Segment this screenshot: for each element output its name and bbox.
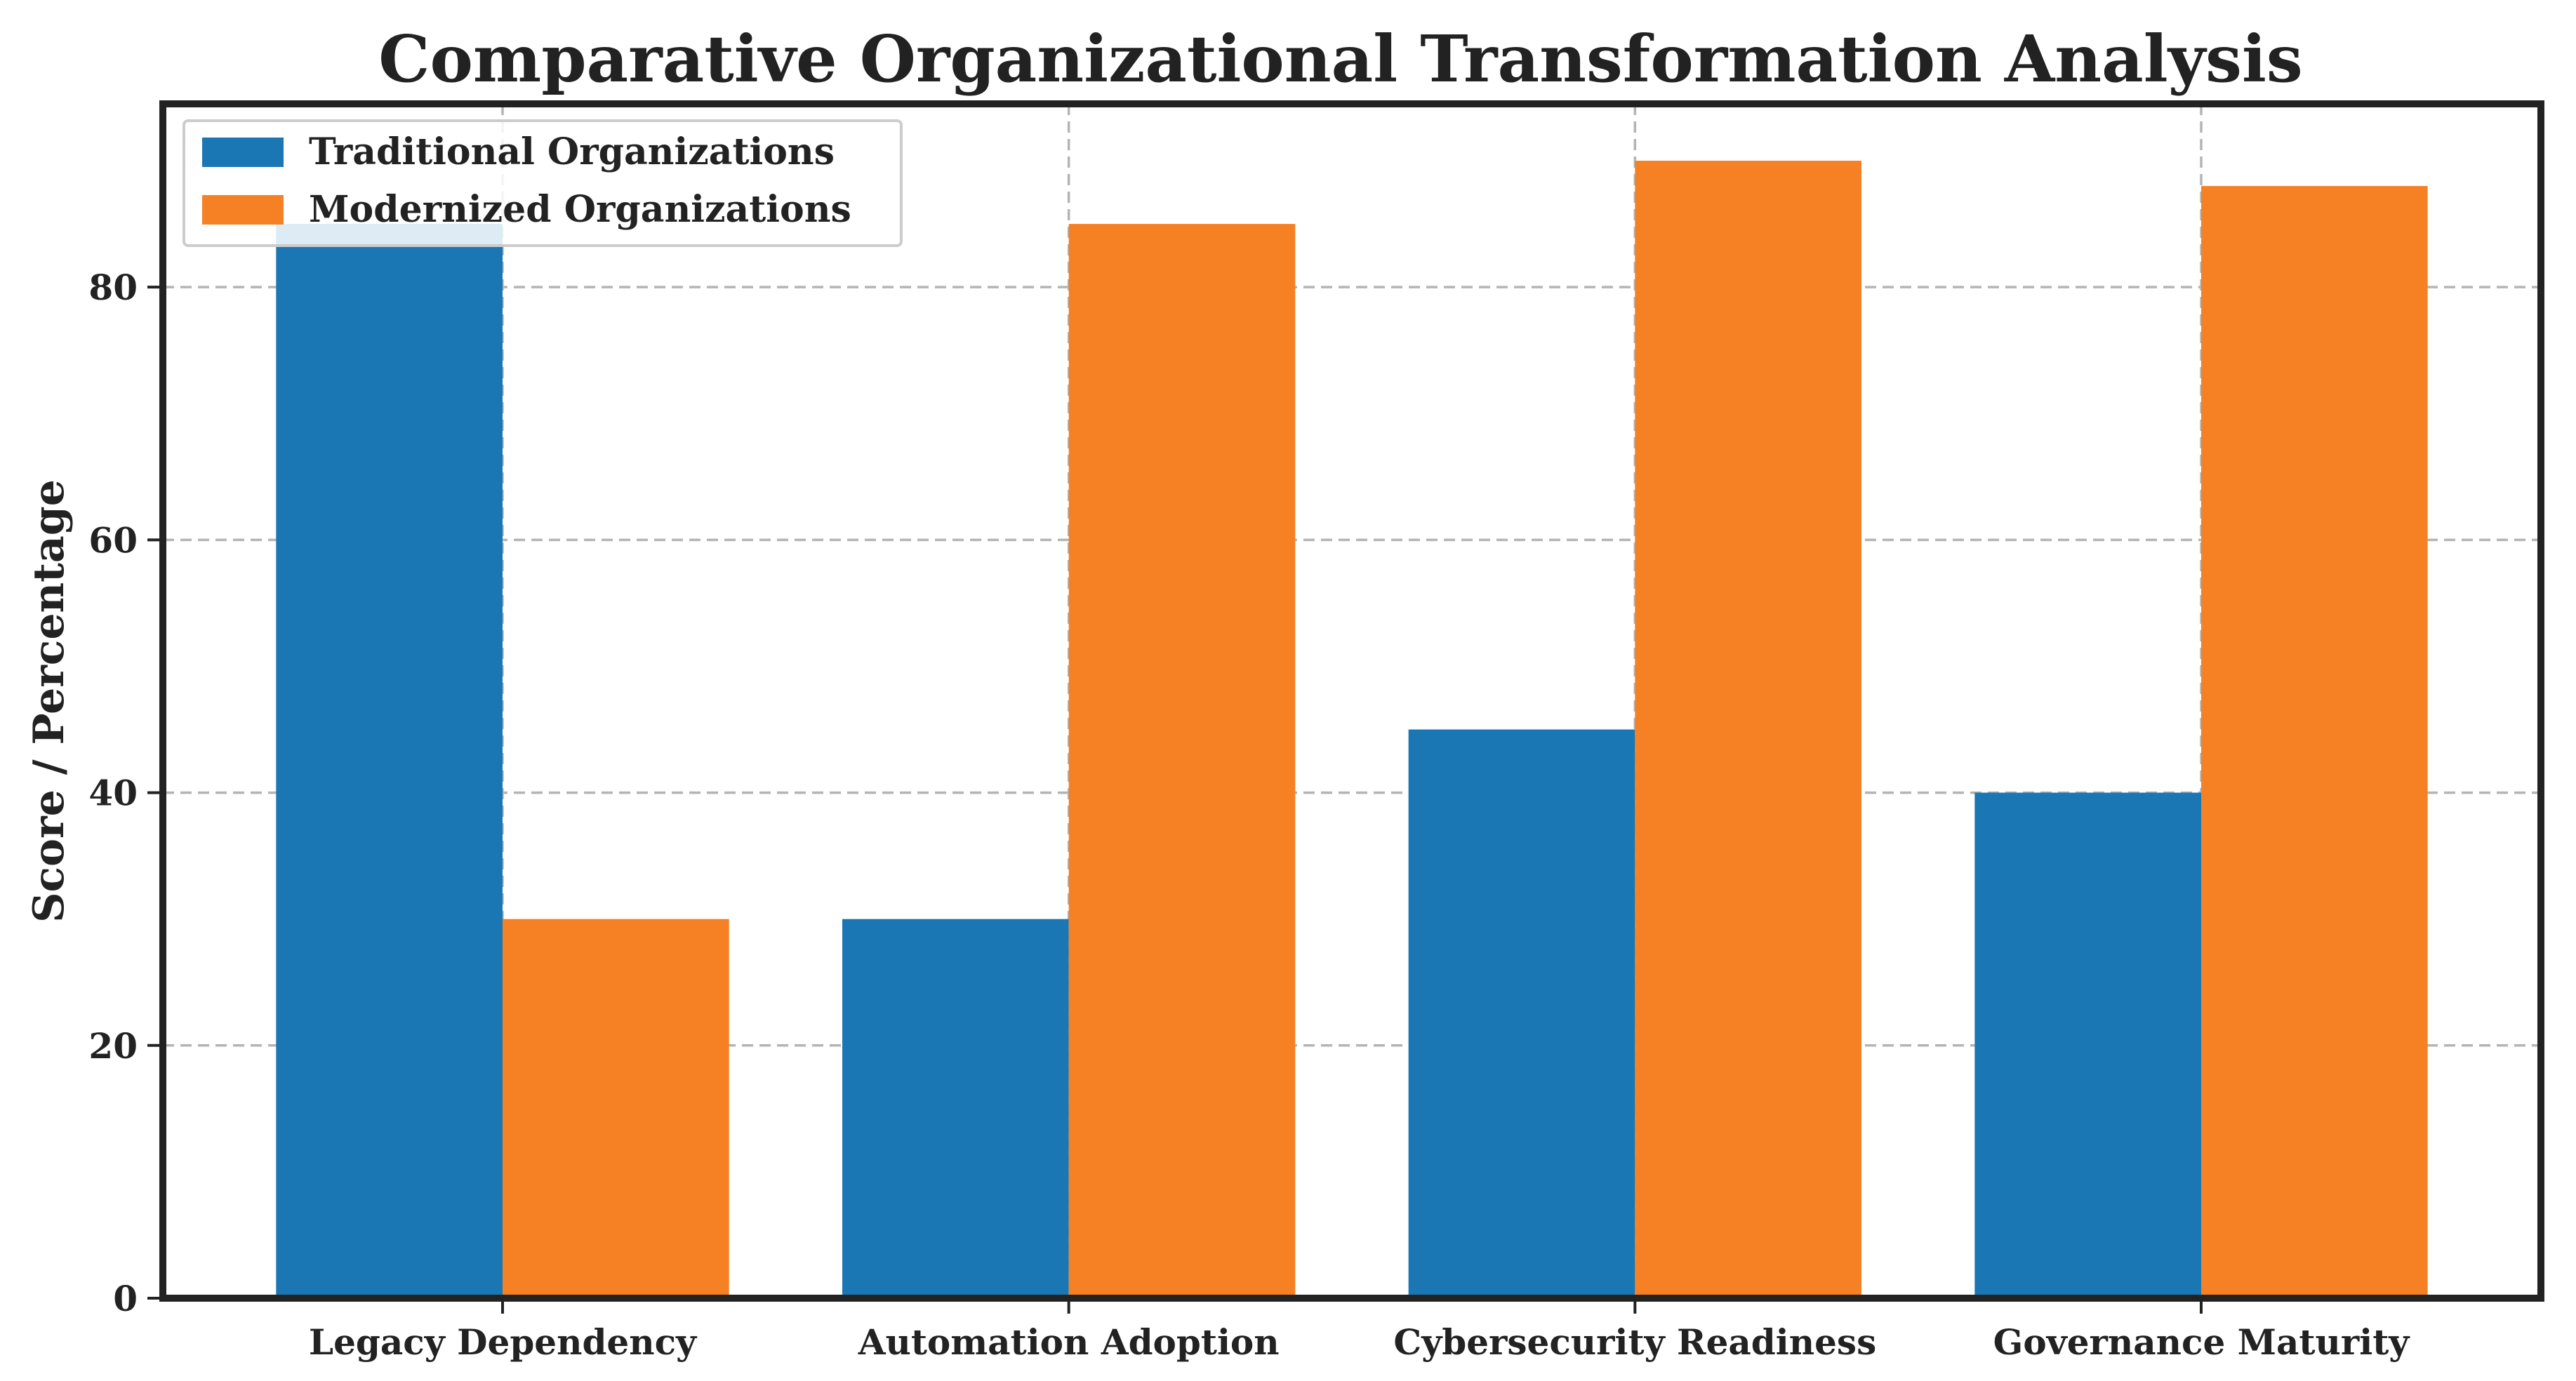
legend-box [182, 119, 903, 247]
bar-modernized-1 [1068, 224, 1296, 1298]
x-tick-label: Governance Maturity [1993, 1321, 2411, 1363]
bars [276, 161, 2428, 1299]
legend-swatch-traditional [202, 138, 284, 167]
y-tick-label: 20 [88, 1025, 138, 1067]
y-axis-ticks: 0 20 40 60 80 [88, 267, 163, 1319]
bar-traditional-1 [842, 919, 1069, 1298]
x-tick-label: Automation Adoption [858, 1321, 1280, 1363]
y-tick-label: 80 [88, 267, 138, 308]
x-axis-ticks: Legacy Dependency Automation Adoption Cybe… [309, 1298, 2410, 1363]
bar-traditional-3 [1974, 792, 2201, 1298]
bar-traditional-2 [1408, 729, 1635, 1298]
y-tick-label: 60 [88, 519, 138, 561]
y-tick-label: 0 [113, 1278, 138, 1319]
y-tick-label: 40 [88, 773, 138, 814]
legend-label-traditional: Traditional Organizations [309, 131, 835, 173]
legend-label-modernized: Modernized Organizations [309, 188, 851, 231]
chart-title: Comparative Organizational Transformatio… [378, 21, 2302, 97]
bar-modernized-2 [1635, 161, 1861, 1299]
y-axis-label: Score / Percentage [25, 479, 74, 923]
x-tick-label: Cybersecurity Readiness [1393, 1321, 1876, 1363]
plot-frame [159, 100, 2544, 1302]
bar-modernized-0 [503, 919, 729, 1298]
x-tick-label: Legacy Dependency [309, 1321, 698, 1363]
bar-modernized-3 [2201, 186, 2428, 1298]
legend-swatch-modernized [202, 195, 284, 225]
legend: Traditional Organizations Modernized Orga… [182, 119, 903, 247]
bar-traditional-0 [276, 224, 503, 1298]
